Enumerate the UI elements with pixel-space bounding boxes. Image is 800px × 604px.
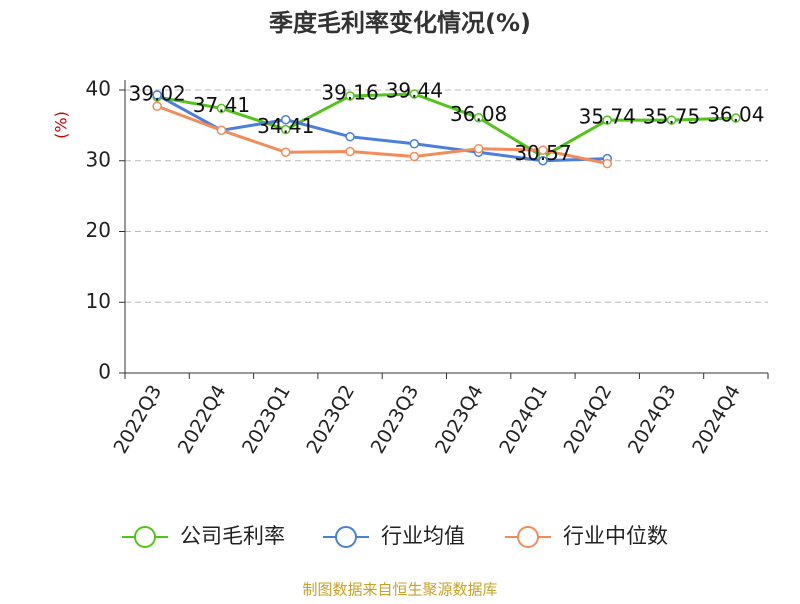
x-tick-label: 2024Q1	[495, 381, 552, 457]
x-tick-label: 2023Q1	[238, 381, 295, 457]
data-point	[473, 143, 484, 154]
data-point	[602, 115, 612, 125]
data-point	[152, 101, 162, 112]
y-tick-label: 30	[86, 147, 111, 171]
data-point	[281, 147, 291, 158]
x-tick-label: 2023Q3	[367, 381, 424, 457]
x-tick-label: 2023Q2	[302, 381, 359, 457]
data-point	[538, 156, 548, 166]
x-tick-label: 2022Q4	[174, 381, 231, 457]
y-tick-label: 10	[86, 289, 111, 313]
legend-marker	[335, 526, 357, 548]
data-point	[281, 124, 291, 135]
legend-label: 公司毛利率	[180, 524, 285, 548]
data-label: 34.41	[257, 114, 314, 138]
data-point	[538, 145, 548, 155]
legend-label: 行业中位数	[563, 524, 668, 548]
data-label: 35.75	[643, 105, 700, 129]
x-tick-label: 2024Q4	[688, 381, 745, 457]
data-point	[731, 113, 741, 123]
data-label: 39.02	[129, 81, 186, 105]
x-tick-label: 2024Q3	[624, 381, 681, 457]
legend-marker	[517, 526, 539, 548]
series-line	[156, 104, 608, 166]
chart-title: 季度毛利率变化情况(%)	[269, 9, 531, 37]
y-tick-label: 20	[86, 218, 111, 242]
data-point	[409, 89, 420, 99]
data-label: 37.41	[193, 93, 250, 117]
data-point	[666, 115, 677, 125]
data-point	[409, 139, 420, 149]
series-line	[156, 92, 736, 159]
data-point	[216, 125, 227, 136]
data-point	[409, 151, 420, 162]
data-label: 39.16	[321, 80, 378, 104]
source-note: 制图数据来自恒生聚源数据库	[302, 581, 497, 599]
y-tick-label: 0	[98, 360, 111, 384]
data-label: 39.44	[386, 78, 443, 102]
data-label: 35.74	[579, 105, 636, 129]
x-tick-label: 2024Q2	[560, 381, 617, 457]
series-line	[156, 93, 608, 163]
data-point	[345, 91, 355, 101]
x-tick-label: 2022Q3	[109, 381, 166, 457]
x-tick-label: 2023Q4	[431, 381, 488, 457]
data-point	[152, 90, 162, 100]
data-point	[345, 131, 355, 142]
data-point	[473, 112, 484, 123]
data-point	[281, 114, 291, 125]
legend-marker	[134, 526, 156, 548]
data-point	[602, 158, 612, 169]
y-axis-label: (%)	[52, 111, 71, 139]
data-label: 36.08	[450, 102, 507, 126]
data-point	[216, 103, 227, 114]
data-label: 36.04	[707, 103, 764, 127]
legend-label: 行业均值	[381, 524, 465, 548]
data-label: 30.57	[514, 141, 571, 165]
data-point	[345, 146, 355, 157]
y-tick-label: 40	[86, 77, 111, 101]
